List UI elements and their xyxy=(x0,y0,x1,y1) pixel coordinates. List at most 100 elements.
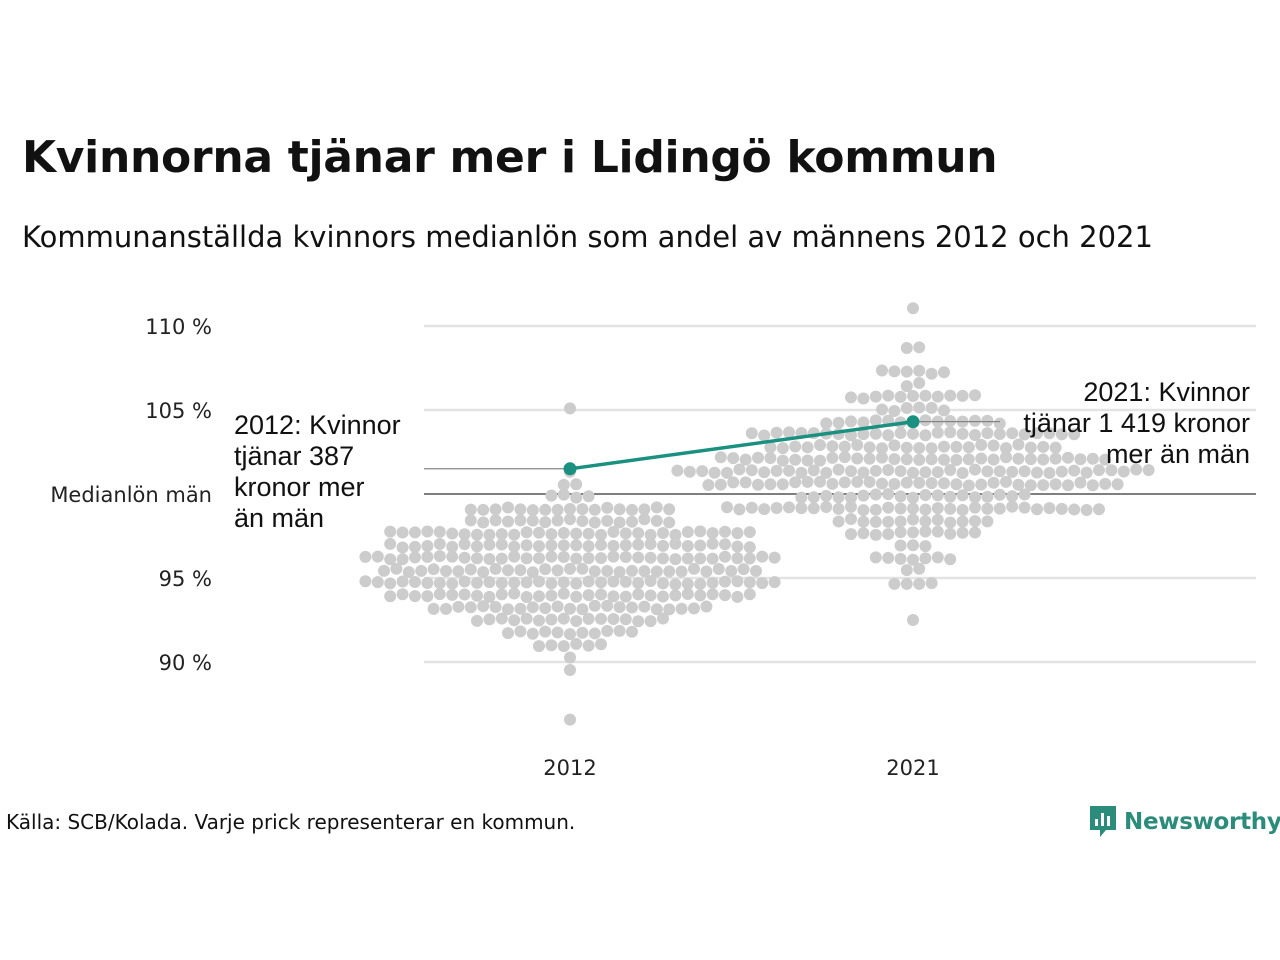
municipality-dot xyxy=(694,577,707,590)
municipality-dot xyxy=(888,439,901,452)
municipality-dot xyxy=(396,588,409,601)
municipality-dot xyxy=(595,538,607,551)
municipality-dot xyxy=(857,527,870,540)
municipality-dot xyxy=(845,415,857,428)
municipality-dot xyxy=(576,515,589,528)
municipality-dot xyxy=(595,576,607,589)
municipality-dot xyxy=(900,476,913,489)
municipality-dot xyxy=(731,540,744,553)
municipality-dot xyxy=(483,590,496,603)
municipality-dot xyxy=(601,514,614,527)
municipality-dot xyxy=(557,640,570,653)
municipality-dot xyxy=(613,601,626,614)
municipality-dot xyxy=(719,550,731,563)
municipality-dot xyxy=(807,464,820,477)
municipality-dot xyxy=(894,539,907,552)
municipality-dot xyxy=(907,427,919,440)
municipality-dot xyxy=(663,565,676,578)
municipality-dot xyxy=(838,476,851,489)
municipality-dot xyxy=(520,612,533,625)
municipality-dot xyxy=(731,575,744,588)
municipality-dot xyxy=(632,615,645,628)
municipality-dot xyxy=(489,601,502,614)
municipality-dot xyxy=(1080,466,1093,479)
municipality-dot xyxy=(969,526,981,539)
municipality-dot xyxy=(502,564,514,577)
municipality-dot xyxy=(743,588,756,601)
municipality-dot xyxy=(907,553,919,566)
municipality-dot xyxy=(595,588,607,601)
municipality-dot xyxy=(582,527,595,540)
municipality-dot xyxy=(869,515,882,528)
annotation-2021-line: tjänar 1 419 kronor xyxy=(1023,408,1250,438)
municipality-dot xyxy=(508,614,521,627)
lidingo-point-2012 xyxy=(563,462,577,476)
municipality-dot xyxy=(888,453,901,466)
municipality-dot xyxy=(601,565,614,578)
municipality-dot xyxy=(582,552,595,565)
municipality-dot xyxy=(688,602,700,615)
municipality-dot xyxy=(801,454,814,467)
municipality-dot xyxy=(888,404,901,417)
municipality-dot xyxy=(801,441,814,454)
municipality-dot xyxy=(826,440,839,453)
municipality-dot xyxy=(969,429,981,442)
municipality-dot xyxy=(820,466,833,479)
municipality-dot xyxy=(626,515,638,528)
municipality-dot xyxy=(1111,478,1124,491)
municipality-dot xyxy=(539,563,552,576)
municipality-dot xyxy=(1093,464,1105,477)
municipality-dot xyxy=(752,478,764,491)
municipality-dot xyxy=(607,575,620,588)
municipality-dot xyxy=(907,614,919,626)
municipality-dot xyxy=(681,526,694,539)
municipality-dot xyxy=(1024,479,1037,492)
municipality-dot xyxy=(557,478,570,491)
municipality-dot xyxy=(993,488,1006,501)
municipality-dot xyxy=(733,463,746,476)
municipality-dot xyxy=(1018,428,1031,441)
municipality-dot xyxy=(725,564,738,577)
municipality-dot xyxy=(1012,438,1025,451)
municipality-dot xyxy=(607,550,620,563)
municipality-dot xyxy=(863,452,876,465)
municipality-dot xyxy=(502,515,514,528)
municipality-dot xyxy=(619,551,632,564)
municipality-dot xyxy=(981,515,994,528)
municipality-dot xyxy=(508,576,521,589)
municipality-dot xyxy=(857,489,870,502)
municipality-dot xyxy=(526,504,539,517)
municipality-dot xyxy=(694,525,707,538)
municipality-dot xyxy=(731,527,744,540)
municipality-dot xyxy=(969,414,981,427)
municipality-dot xyxy=(714,478,727,491)
municipality-dot xyxy=(458,575,471,588)
municipality-dot xyxy=(477,516,490,529)
municipality-dot xyxy=(913,341,926,354)
municipality-dot xyxy=(570,577,583,590)
municipality-dot xyxy=(464,514,477,527)
municipality-dot xyxy=(706,588,719,601)
municipality-dot xyxy=(696,465,709,478)
municipality-dot xyxy=(483,538,496,551)
municipality-dot xyxy=(706,576,719,589)
municipality-dot xyxy=(745,464,758,477)
municipality-dot xyxy=(969,389,981,402)
municipality-dot xyxy=(595,612,607,625)
municipality-dot xyxy=(987,476,1000,489)
newsworthy-logo[interactable]: Newsworthy xyxy=(1088,804,1280,840)
municipality-dot xyxy=(913,441,926,454)
annotation-2021-line: 2021: Kvinnor xyxy=(1083,377,1250,407)
municipality-dot xyxy=(770,464,783,477)
annotation-2012-line: tjänar 387 xyxy=(234,441,354,471)
municipality-dot xyxy=(702,479,715,492)
municipality-dot xyxy=(471,589,483,602)
municipality-dot xyxy=(721,466,733,479)
municipality-dot xyxy=(919,503,932,516)
municipality-dot xyxy=(869,551,882,564)
municipality-dot xyxy=(962,441,975,454)
municipality-dot xyxy=(464,503,477,516)
municipality-dot xyxy=(508,550,521,563)
municipality-dot xyxy=(857,504,870,517)
page-subtitle: Kommunanställda kvinnors medianlön som a… xyxy=(22,220,1153,254)
